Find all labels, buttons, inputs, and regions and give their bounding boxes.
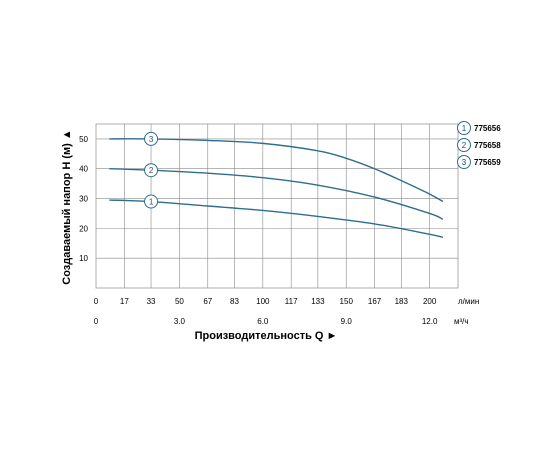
x-tick-labels-volume: 0 3.0 6.0 9.0 12.0 — [94, 317, 438, 326]
legend-label-775658: 775658 — [474, 141, 501, 150]
x-tick-label-flow: 133 — [311, 297, 325, 306]
y-tick-label: 10 — [79, 254, 88, 263]
legend-marker-1 — [457, 121, 471, 135]
curve-markers: 1 2 3 — [144, 131, 159, 209]
curve-marker-3 — [144, 131, 159, 146]
x-tick-labels-flow: 0 17 33 50 67 83 100 117 133 150 167 183 200 — [94, 297, 437, 306]
y-tick-label: 50 — [79, 135, 88, 144]
x-tick-label-volume: 3.0 — [174, 317, 186, 326]
x-tick-label-volume: 12.0 — [422, 317, 438, 326]
curves — [109, 138, 444, 238]
curve-marker-1 — [144, 194, 159, 209]
x-tick-label-flow: 0 — [94, 297, 99, 306]
x-tick-label-flow: 83 — [230, 297, 239, 306]
legend-marker-number: 2 — [462, 141, 467, 150]
plot-frame — [95, 123, 459, 289]
curve-775656 — [109, 199, 444, 238]
curve-marker-2 — [144, 163, 159, 178]
x-tick-label-volume: 6.0 — [257, 317, 269, 326]
legend-marker-3 — [457, 155, 471, 169]
x-unit-flow-label: л/мин — [458, 297, 479, 306]
curve-marker-number: 3 — [149, 135, 154, 144]
legend-marker-2 — [457, 138, 471, 152]
x-tick-label-volume: 0 — [94, 317, 99, 326]
x-tick-label-flow: 50 — [175, 297, 184, 306]
x-unit-volume-label: м³/ч — [454, 317, 469, 326]
x-axis-title: Производительность Q ► — [195, 330, 338, 342]
x-tick-label-flow: 100 — [256, 297, 270, 306]
legend-marker-number: 3 — [462, 158, 467, 167]
y-tick-labels: 10 20 30 40 50 — [79, 135, 88, 263]
curve-marker-number: 2 — [149, 166, 154, 175]
x-tick-label-flow: 200 — [423, 297, 437, 306]
legend-marker-number: 1 — [462, 124, 467, 133]
legend-label-775659: 775659 — [474, 158, 501, 167]
curve-775659 — [109, 138, 444, 203]
legend: 1 775656 2 775658 3 775659 — [457, 121, 501, 169]
y-axis-title: Создаваемый напор H (м) ▲ — [61, 129, 73, 284]
x-tick-label-flow: 17 — [120, 297, 129, 306]
x-tick-label-flow: 167 — [368, 297, 382, 306]
y-tick-label: 30 — [79, 195, 88, 204]
x-tick-label-flow: 67 — [203, 297, 212, 306]
y-tick-label: 40 — [79, 165, 88, 174]
x-tick-label-flow: 183 — [395, 297, 409, 306]
legend-label-775656: 775656 — [474, 124, 501, 133]
x-tick-label-flow: 117 — [285, 297, 298, 306]
x-tick-label-flow: 150 — [340, 297, 354, 306]
x-tick-label-volume: 9.0 — [341, 317, 353, 326]
x-tick-label-flow: 33 — [147, 297, 156, 306]
y-tick-label: 20 — [79, 224, 88, 233]
curve-marker-number: 1 — [149, 198, 154, 207]
